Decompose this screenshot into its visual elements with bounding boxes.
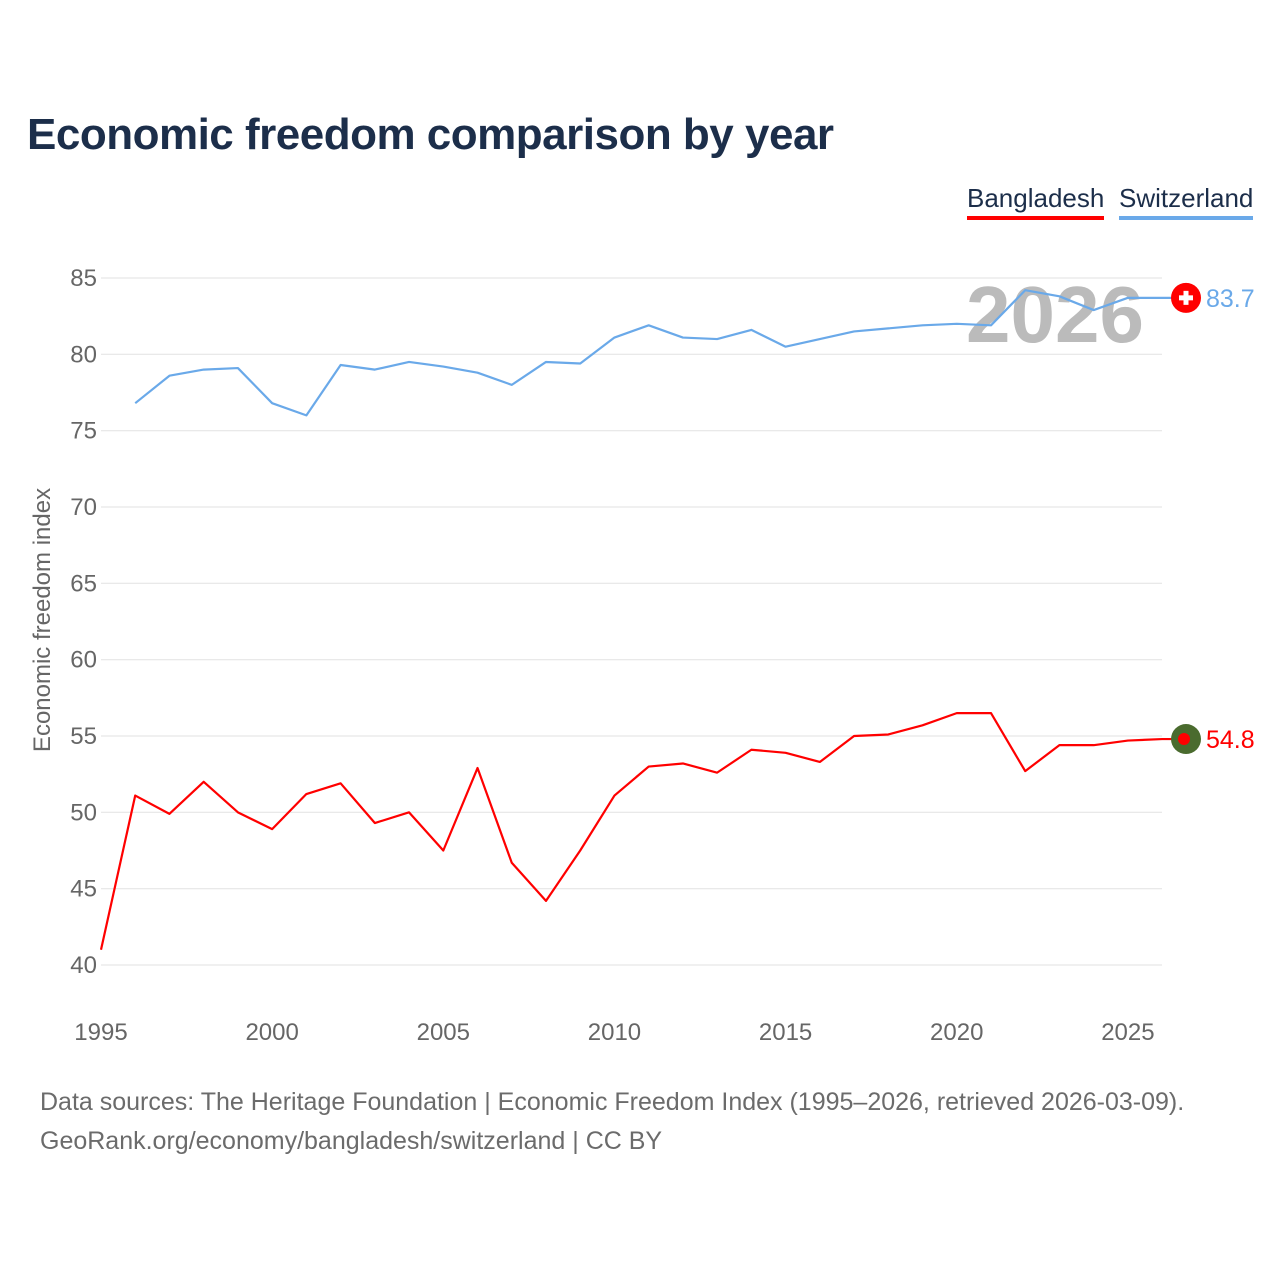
series-line-bangladesh	[99, 711, 1172, 950]
y-tick-label: 65	[70, 570, 97, 597]
end-value-label: 83.7	[1206, 285, 1255, 313]
legend-switzerland[interactable]: Switzerland	[1119, 183, 1254, 220]
year-watermark: 2026	[966, 270, 1144, 359]
x-tick-label: 2000	[245, 1019, 298, 1046]
x-tick-label: 2005	[417, 1019, 470, 1046]
legend-bangladesh[interactable]: Bangladesh	[967, 183, 1105, 220]
y-tick-label: 45	[70, 876, 97, 903]
y-tick-label: 80	[70, 341, 97, 368]
y-tick-label: 55	[70, 723, 97, 750]
data-sources: Data sources: The Heritage Foundation | …	[40, 1088, 1185, 1116]
x-tick-label: 2020	[930, 1019, 983, 1046]
series-line-switzerland	[134, 289, 1172, 417]
end-value-label: 54.8	[1206, 726, 1255, 754]
y-axis-label: Economic freedom index	[29, 488, 56, 752]
credit-link[interactable]: GeoRank.org/economy/bangladesh/switzerla…	[40, 1127, 663, 1155]
y-tick-label: 75	[70, 418, 97, 445]
x-tick-label: 1995	[74, 1019, 127, 1046]
y-tick-label: 50	[70, 799, 97, 826]
bangladesh-flag-disc	[1178, 733, 1190, 746]
chart-title: Economic freedom comparison by year	[27, 110, 834, 159]
y-tick-label: 60	[70, 647, 97, 674]
x-tick-label: 2010	[588, 1019, 641, 1046]
swiss-cross-v	[1183, 290, 1189, 305]
y-tick-label: 70	[70, 494, 97, 521]
y-tick-label: 40	[70, 952, 97, 979]
x-tick-label: 2015	[759, 1019, 812, 1046]
y-tick-label: 85	[70, 265, 97, 292]
x-tick-label: 2025	[1101, 1019, 1154, 1046]
